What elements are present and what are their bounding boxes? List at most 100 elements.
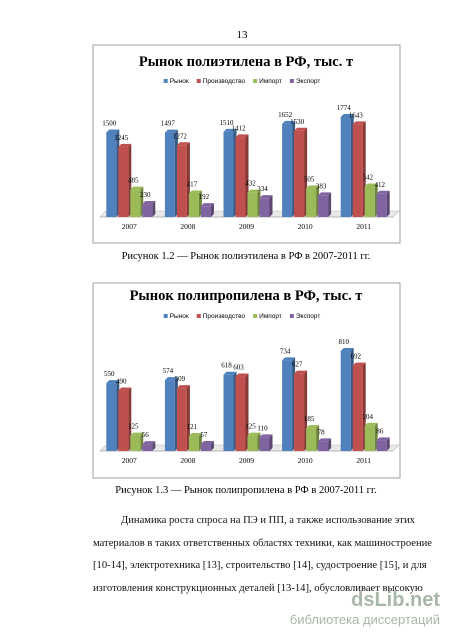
bar-top — [340, 114, 354, 117]
bar — [188, 436, 199, 451]
legend-item: Производство — [196, 313, 246, 320]
legend-item: Производство — [196, 78, 246, 85]
data-label: 603 — [233, 364, 244, 372]
bar — [294, 373, 305, 451]
bar-top — [142, 441, 156, 445]
x-tick-label: 2007 — [122, 222, 137, 231]
bar-top — [188, 190, 202, 194]
data-label: 412 — [374, 181, 385, 189]
bar — [200, 443, 211, 451]
legend-swatch — [289, 79, 294, 83]
data-label: 1272 — [173, 132, 188, 140]
bar-top — [306, 425, 320, 429]
legend-swatch — [163, 314, 168, 318]
bar — [247, 435, 258, 451]
bar — [142, 204, 153, 217]
legend-label: Рынок — [170, 78, 189, 85]
data-label: 550 — [104, 370, 115, 378]
bar — [340, 351, 351, 451]
bar-top — [176, 385, 190, 389]
data-label: 125 — [245, 423, 256, 431]
legend-swatch — [253, 79, 258, 83]
bar-top — [294, 127, 308, 131]
bar-top — [235, 134, 249, 138]
bar — [118, 390, 129, 451]
bar-top — [130, 432, 144, 436]
data-label: 1412 — [232, 124, 247, 132]
data-label: 334 — [257, 185, 268, 193]
data-label: 383 — [316, 182, 327, 190]
bar-top — [282, 120, 296, 124]
data-label: 810 — [338, 338, 349, 346]
bar-top — [364, 422, 378, 426]
legend-label: Экспорт — [296, 313, 320, 320]
data-label: 56 — [142, 431, 150, 439]
bar-top — [247, 189, 261, 193]
bar-top — [376, 437, 390, 441]
legend-label: Производство — [203, 78, 246, 85]
data-label: 1497 — [161, 120, 176, 128]
data-label: 86 — [376, 427, 384, 435]
bar-top — [164, 129, 178, 133]
watermark-tagline: библиотека диссертаций — [290, 612, 440, 627]
bar-top — [188, 433, 202, 437]
bar-side — [269, 434, 273, 451]
data-label: 618 — [221, 362, 232, 370]
data-label: 505 — [304, 176, 315, 184]
bar — [282, 360, 293, 451]
legend-item: Экспорт — [289, 78, 320, 85]
x-tick-label: 2010 — [298, 456, 313, 465]
data-label: 509 — [175, 375, 186, 383]
bar-top — [247, 432, 261, 436]
x-tick-label: 2009 — [239, 222, 254, 231]
data-label: 485 — [128, 177, 139, 185]
bar — [352, 124, 363, 217]
data-label: 490 — [116, 378, 127, 386]
bar — [164, 380, 175, 451]
bar-top — [164, 377, 178, 381]
x-tick-label: 2010 — [298, 222, 313, 231]
data-label: 192 — [199, 193, 210, 201]
bar-top — [318, 438, 332, 442]
bar-side — [152, 201, 156, 217]
bar-top — [352, 121, 366, 125]
bar-top — [318, 192, 332, 196]
x-tick-label: 2008 — [180, 456, 195, 465]
x-tick-label: 2011 — [356, 456, 371, 465]
bar-side — [328, 438, 332, 451]
bar — [294, 130, 305, 217]
data-label: 1643 — [349, 111, 364, 119]
bar-top — [282, 357, 296, 361]
data-label: 78 — [318, 428, 326, 436]
data-label: 1500 — [102, 119, 117, 127]
legend-label: Импорт — [259, 313, 282, 320]
bar — [340, 117, 351, 217]
data-label: 574 — [163, 367, 174, 375]
bar-side — [269, 195, 273, 217]
page-number: 13 — [237, 29, 249, 41]
bar — [118, 146, 129, 217]
bar — [364, 425, 375, 451]
data-label: 1652 — [278, 111, 293, 119]
paragraph-line: [10-14], электротехника [13], строительс… — [93, 560, 427, 571]
bar-top — [223, 128, 237, 132]
bar-top — [235, 373, 249, 377]
bar-top — [259, 434, 273, 438]
bar — [176, 145, 187, 217]
bar — [352, 365, 363, 451]
bar-top — [306, 185, 320, 189]
legend-swatch — [196, 79, 201, 83]
legend-label: Рынок — [170, 313, 189, 320]
data-label: 185 — [304, 415, 315, 423]
data-label: 417 — [187, 180, 198, 188]
caption: Рисунок 1.3 — Рынок полипропилена в РФ в… — [115, 485, 376, 496]
bar — [306, 428, 317, 451]
data-label: 57 — [200, 431, 208, 439]
x-tick-label: 2011 — [356, 222, 371, 231]
data-label: 204 — [362, 413, 373, 421]
caption: Рисунок 1.2 — Рынок полиэтилена в РФ в 2… — [122, 251, 371, 262]
bar-side — [186, 385, 190, 451]
bar-top — [223, 371, 237, 375]
legend-item: Импорт — [253, 78, 282, 85]
